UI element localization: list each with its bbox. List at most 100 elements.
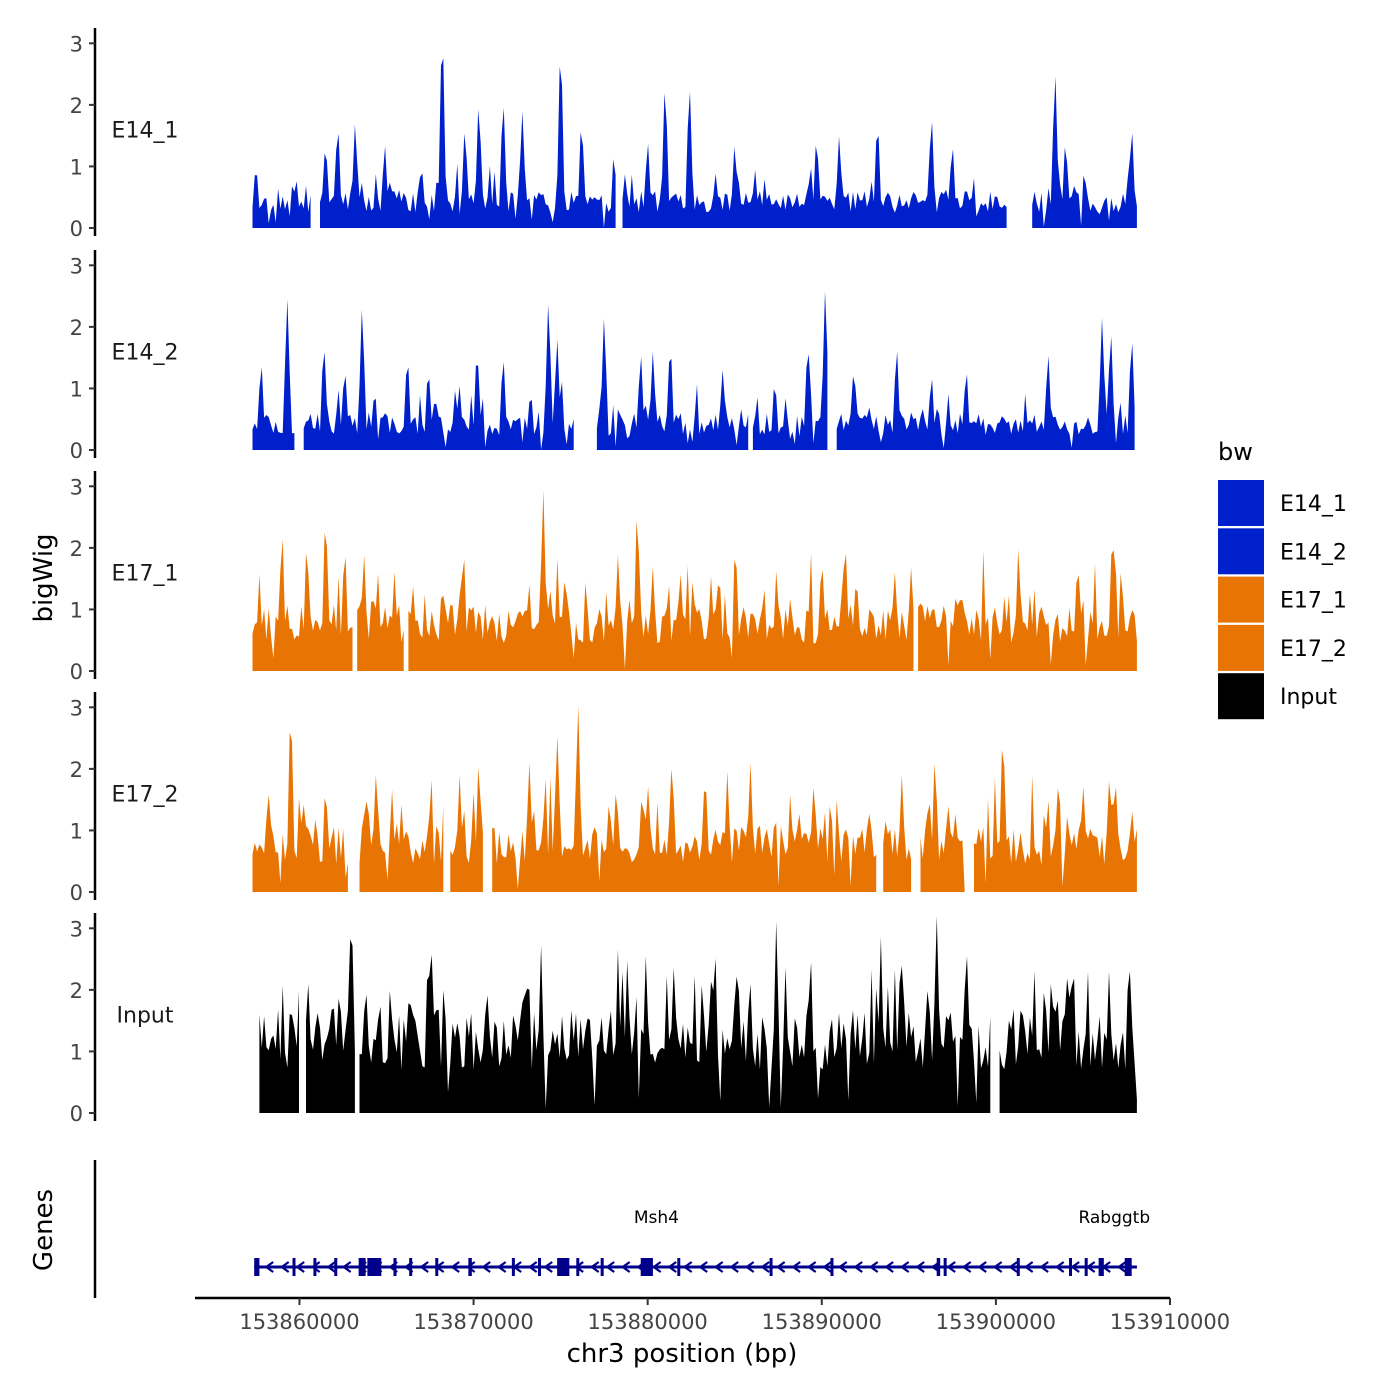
y-tick-label: 1 xyxy=(70,155,83,179)
signal-area-e17-2 xyxy=(252,732,348,892)
exon xyxy=(334,1258,338,1276)
track-label: E14_2 xyxy=(112,341,179,366)
signal-area-input xyxy=(359,916,991,1113)
exon xyxy=(1124,1258,1132,1276)
track-e17-2: 0 1 2 3 E17_2 xyxy=(70,692,1137,905)
strand-arrow xyxy=(837,1261,848,1273)
exon xyxy=(769,1258,773,1276)
exon xyxy=(393,1258,397,1276)
legend-label-e14-2: E14_2 xyxy=(1280,540,1347,565)
exon xyxy=(830,1258,834,1276)
y-tick-label: 2 xyxy=(70,979,83,1003)
exon xyxy=(367,1258,382,1276)
y-tick-label: 3 xyxy=(70,696,83,720)
strand-arrow xyxy=(868,1261,879,1273)
legend-swatch-e17-2 xyxy=(1218,624,1264,671)
x-axis-label: chr3 position (bp) xyxy=(567,1339,798,1369)
y-tick-label: 1 xyxy=(70,1040,83,1064)
strand-arrow xyxy=(791,1261,801,1273)
strand-arrow xyxy=(822,1261,832,1273)
signal-area-e14-1 xyxy=(1032,76,1137,229)
y-tick-label: 3 xyxy=(70,32,83,56)
signal-area-e14-2 xyxy=(836,317,1135,450)
signal-area-e17-2 xyxy=(883,775,912,892)
strand-arrow xyxy=(1070,1261,1080,1273)
y-axis-label: bigWig xyxy=(29,533,59,622)
exon xyxy=(936,1258,941,1276)
x-tick-label: 153860000 xyxy=(239,1310,359,1334)
y-tick-label: 1 xyxy=(70,598,83,622)
exon xyxy=(943,1258,947,1276)
y-tick-label: 2 xyxy=(70,537,83,561)
track-e17-1: 0 1 2 3 E17_1 xyxy=(70,471,1137,684)
legend-swatch-e14-1 xyxy=(1218,480,1264,526)
exon xyxy=(1069,1258,1073,1276)
legend-swatch-e17-1 xyxy=(1218,576,1264,623)
strand-arrow xyxy=(1085,1261,1096,1273)
strand-arrow xyxy=(651,1261,662,1273)
track-e14-2: 0 1 2 3 E14_2 xyxy=(70,250,1135,463)
signal-area-input xyxy=(259,985,299,1113)
track-label: Input xyxy=(117,1004,174,1029)
strand-arrow xyxy=(1008,1261,1018,1273)
strand-arrow xyxy=(698,1261,708,1273)
exon xyxy=(358,1258,366,1276)
gene-name-label: Rabggtb xyxy=(1078,1208,1150,1228)
gene-name-label: Msh4 xyxy=(634,1208,679,1228)
strand-arrow xyxy=(667,1261,677,1273)
strand-arrow xyxy=(977,1261,987,1273)
strand-arrow xyxy=(496,1261,507,1273)
strand-arrow xyxy=(310,1261,321,1273)
signal-area-e17-1 xyxy=(408,490,914,671)
strand-arrow xyxy=(419,1261,429,1273)
signal-area-e17-2 xyxy=(920,763,965,892)
signal-area-e14-1 xyxy=(252,175,311,228)
exon xyxy=(640,1258,653,1276)
strand-arrow xyxy=(760,1261,770,1273)
signal-area-e14-2 xyxy=(252,299,295,450)
exon xyxy=(1016,1258,1020,1276)
x-tick-label: 153900000 xyxy=(936,1310,1056,1334)
signal-area-e14-2 xyxy=(752,291,828,450)
y-tick-label: 1 xyxy=(70,377,83,401)
bigwig-tracks: 0 1 2 3 E14_1 0 1 2 3 E14_2 0 1 2 3 E17_1 0 1 2 3 E17_2 0 1 2 3… xyxy=(70,28,1137,1126)
signal-area-e17-2 xyxy=(450,767,483,892)
strand-arrow xyxy=(543,1261,553,1273)
strand-arrow xyxy=(465,1261,476,1273)
strand-arrow xyxy=(264,1261,274,1273)
strand-arrow xyxy=(620,1261,631,1273)
signal-area-e17-2 xyxy=(974,749,1137,892)
exon xyxy=(576,1258,580,1276)
signal-area-e14-2 xyxy=(303,304,574,450)
genes-track: Msh4 Rabggtb xyxy=(93,1160,1150,1298)
strand-arrow xyxy=(899,1261,910,1273)
strand-arrow xyxy=(682,1261,693,1273)
legend-swatch-e14-2 xyxy=(1218,528,1264,575)
track-label: E14_1 xyxy=(112,119,179,144)
genes-axis-label: Genes xyxy=(29,1189,59,1271)
y-tick-label: 2 xyxy=(70,94,83,118)
exon xyxy=(557,1258,570,1276)
legend-label-e17-1: E17_1 xyxy=(1280,589,1347,614)
exon xyxy=(254,1258,260,1276)
track-input: 0 1 2 3 Input xyxy=(70,913,1137,1126)
strand-arrow xyxy=(341,1261,352,1273)
strand-arrow xyxy=(589,1261,600,1273)
strand-arrow xyxy=(729,1261,739,1273)
signal-area-e17-1 xyxy=(252,532,353,671)
strand-arrow xyxy=(326,1261,336,1273)
track-label: E17_1 xyxy=(112,562,179,587)
strand-arrow xyxy=(1054,1261,1065,1273)
exon xyxy=(468,1258,472,1276)
x-tick-label: 153910000 xyxy=(1110,1310,1230,1334)
strand-arrow xyxy=(946,1261,956,1273)
signal-area-input xyxy=(999,971,1137,1113)
y-tick-label: 0 xyxy=(70,1102,83,1126)
legend-title: bw xyxy=(1218,438,1253,466)
x-tick-label: 153870000 xyxy=(413,1310,533,1334)
y-tick-label: 0 xyxy=(70,439,83,463)
exon xyxy=(677,1258,681,1276)
y-tick-label: 3 xyxy=(70,475,83,499)
exon xyxy=(1098,1258,1104,1276)
